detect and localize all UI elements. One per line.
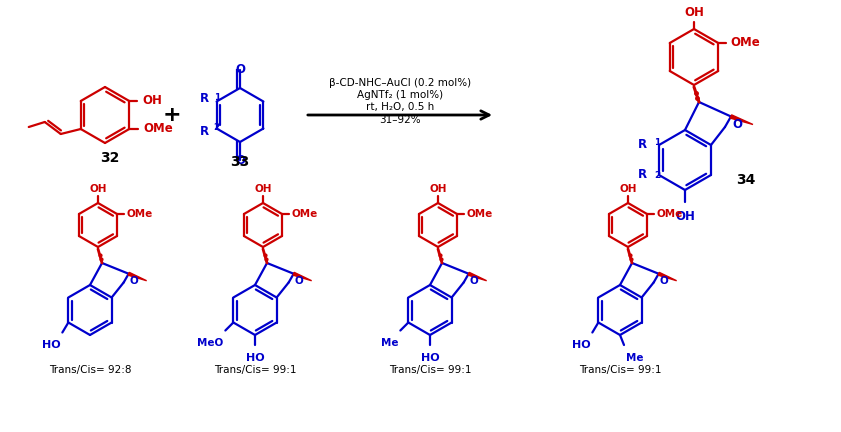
Text: OH: OH [429,184,447,194]
Text: 33: 33 [230,155,250,169]
Text: OH: OH [89,184,107,194]
Text: Trans/Cis= 99:1: Trans/Cis= 99:1 [579,365,661,375]
Polygon shape [730,115,753,124]
Text: 34: 34 [736,173,755,187]
Text: OMe: OMe [291,209,317,219]
Text: Me: Me [626,353,643,363]
Text: OH: OH [619,184,637,194]
Text: R: R [637,168,647,181]
Text: OH: OH [142,95,162,108]
Text: HO: HO [246,353,264,363]
Text: O: O [732,118,742,130]
Text: OMe: OMe [656,209,682,219]
Text: 1: 1 [654,138,660,147]
Text: MeO: MeO [197,339,224,349]
Text: OMe: OMe [466,209,492,219]
Text: HO: HO [572,340,590,350]
Text: R: R [637,139,647,152]
Text: R: R [199,92,209,105]
Text: 1: 1 [214,92,220,102]
Text: 32: 32 [100,151,119,165]
Text: O: O [294,276,304,286]
Text: OH: OH [684,6,704,19]
Polygon shape [294,272,312,281]
Text: 2: 2 [214,124,220,133]
Text: Trans/Cis= 99:1: Trans/Cis= 99:1 [214,365,296,375]
Text: O: O [659,276,669,286]
Text: O: O [469,276,479,286]
Text: rt, H₂O, 0.5 h: rt, H₂O, 0.5 h [366,102,434,112]
Polygon shape [468,272,487,281]
Text: OH: OH [254,184,272,194]
Text: Trans/Cis= 92:8: Trans/Cis= 92:8 [49,365,131,375]
Text: OMe: OMe [730,36,760,50]
Text: Trans/Cis= 99:1: Trans/Cis= 99:1 [389,365,471,375]
Text: OH: OH [675,210,695,223]
Text: O: O [235,154,245,167]
Text: 31–92%: 31–92% [379,115,420,125]
Polygon shape [128,272,146,281]
Polygon shape [659,272,677,281]
Text: Me: Me [381,339,399,349]
Text: OMe: OMe [126,209,152,219]
Text: O: O [130,276,139,286]
Text: 2: 2 [654,171,660,180]
Text: β-CD-NHC–AuCl (0.2 mol%): β-CD-NHC–AuCl (0.2 mol%) [329,78,471,88]
Text: R: R [199,125,209,138]
Text: AgNTf₂ (1 mol%): AgNTf₂ (1 mol%) [357,90,443,100]
Text: OMe: OMe [143,123,173,136]
Text: HO: HO [420,353,439,363]
Text: O: O [235,63,245,76]
Text: HO: HO [42,340,61,350]
Text: +: + [162,105,182,125]
